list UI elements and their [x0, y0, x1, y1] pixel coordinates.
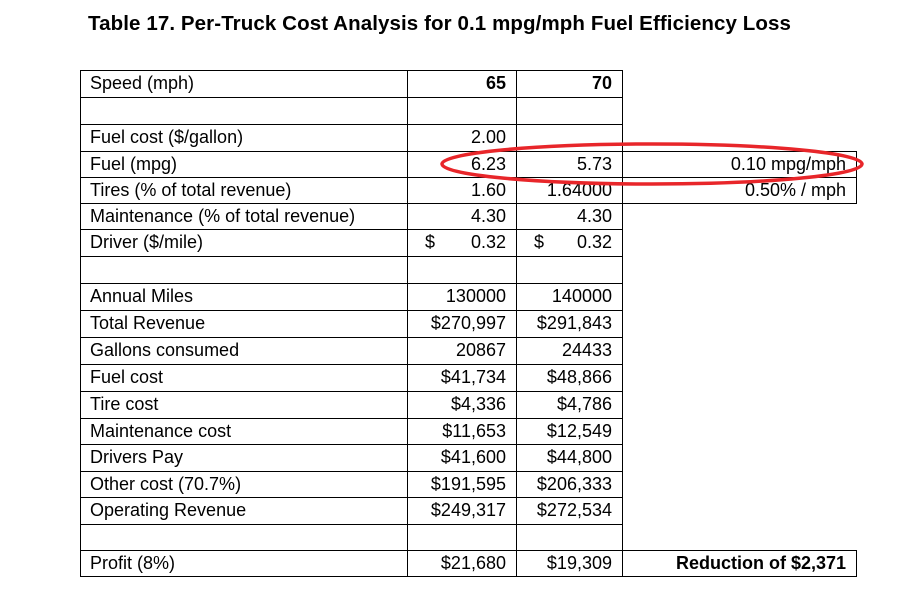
table-row-border: [80, 471, 623, 472]
row-label: Maintenance (% of total revenue): [90, 206, 356, 226]
row-value-70: $12,549: [546, 421, 612, 441]
row-label: Fuel (mpg): [90, 154, 178, 174]
table-row-border: [80, 310, 623, 311]
table-row-border: [80, 229, 623, 230]
table-row-border: [80, 391, 623, 392]
row-value-70: [516, 124, 622, 150]
currency-symbol: $: [425, 232, 436, 252]
per-mph-change-note: 0.10 mpg/mph: [730, 154, 846, 174]
row-value-70: $19,309: [546, 553, 612, 573]
row-label: Maintenance cost: [90, 421, 232, 441]
row-label: Other cost (70.7%): [90, 474, 242, 494]
table-row-border: [80, 337, 623, 338]
table-row-border: [80, 177, 623, 178]
table-column-border: [516, 70, 517, 577]
row-value-65: $11,653: [442, 421, 506, 441]
row-label: Fuel cost: [90, 367, 164, 387]
row-value-65: $41,734: [440, 367, 506, 387]
row-label: Fuel cost ($/gallon): [90, 127, 244, 147]
row-value-65: $270,997: [430, 313, 506, 333]
row-label: Profit (8%): [90, 553, 176, 573]
row-value-65: 2.00: [470, 127, 506, 147]
row-value-70: 5.73: [576, 154, 612, 174]
table-row-border: [80, 70, 623, 71]
table-row-border: [80, 524, 623, 525]
table-row-border: [80, 418, 623, 419]
table-row-border: [80, 364, 623, 365]
table-row-border: [80, 256, 623, 257]
row-value-65: 20867: [455, 340, 506, 360]
row-value-65: 1.60: [470, 180, 506, 200]
row-label: Tire cost: [90, 394, 159, 414]
row-value-70: $48,866: [546, 367, 612, 387]
table-row-border: [80, 203, 623, 204]
row-value-65: $41,600: [440, 447, 506, 467]
side-box-border: [856, 550, 857, 577]
row-value-70: 24433: [561, 340, 612, 360]
row-value-70: $272,534: [536, 500, 612, 520]
row-value-70: 140000: [551, 286, 612, 306]
row-value-70: $44,800: [546, 447, 612, 467]
page-title: Table 17. Per-Truck Cost Analysis for 0.…: [88, 12, 792, 35]
row-label: Total Revenue: [90, 313, 206, 333]
row-value-70: $4,786: [556, 394, 612, 414]
side-box-border: [622, 203, 857, 204]
table-row-border: [80, 550, 623, 551]
side-box-border: [622, 576, 857, 577]
row-value-70: 4.30: [576, 206, 612, 226]
row-label: Driver ($/mile): [90, 232, 204, 252]
side-box-border: [622, 550, 857, 551]
table-column-border: [80, 70, 81, 577]
row-value-70: $291,843: [536, 313, 612, 333]
table-row-border: [80, 576, 623, 577]
row-label: Annual Miles: [90, 286, 194, 306]
table-row-border: [80, 151, 623, 152]
header-speed-70: 70: [591, 73, 612, 93]
table-row-border: [80, 97, 623, 98]
table-row-border: [80, 497, 623, 498]
row-label: Gallons consumed: [90, 340, 240, 360]
table-column-border: [407, 70, 408, 577]
row-value-65: $4,336: [450, 394, 506, 414]
row-value-65: 4.30: [470, 206, 506, 226]
row-label: Drivers Pay: [90, 447, 184, 467]
header-speed-65: 65: [485, 73, 506, 93]
row-value-65: 130000: [445, 286, 506, 306]
header-label: Speed (mph): [90, 73, 195, 93]
row-label: Operating Revenue: [90, 500, 247, 520]
row-label: Tires (% of total revenue): [90, 180, 292, 200]
profit-reduction-note: Reduction of $2,371: [675, 553, 846, 573]
row-value-65: $191,595: [430, 474, 506, 494]
row-value-70: $206,333: [536, 474, 612, 494]
row-value-70: 0.32: [576, 232, 612, 252]
row-value-65: $249,317: [430, 500, 506, 520]
table-row-border: [80, 283, 623, 284]
currency-symbol: $: [534, 232, 545, 252]
side-box-border: [856, 151, 857, 204]
table-row-border: [80, 444, 623, 445]
table-column-border: [622, 70, 623, 577]
row-value-65: $21,680: [440, 553, 506, 573]
row-value-70: 1.64000: [546, 180, 612, 200]
table-row-border: [80, 124, 623, 125]
row-value-65: 6.23: [470, 154, 506, 174]
per-mph-change-note: 0.50% / mph: [744, 180, 846, 200]
row-value-65: 0.32: [470, 232, 506, 252]
